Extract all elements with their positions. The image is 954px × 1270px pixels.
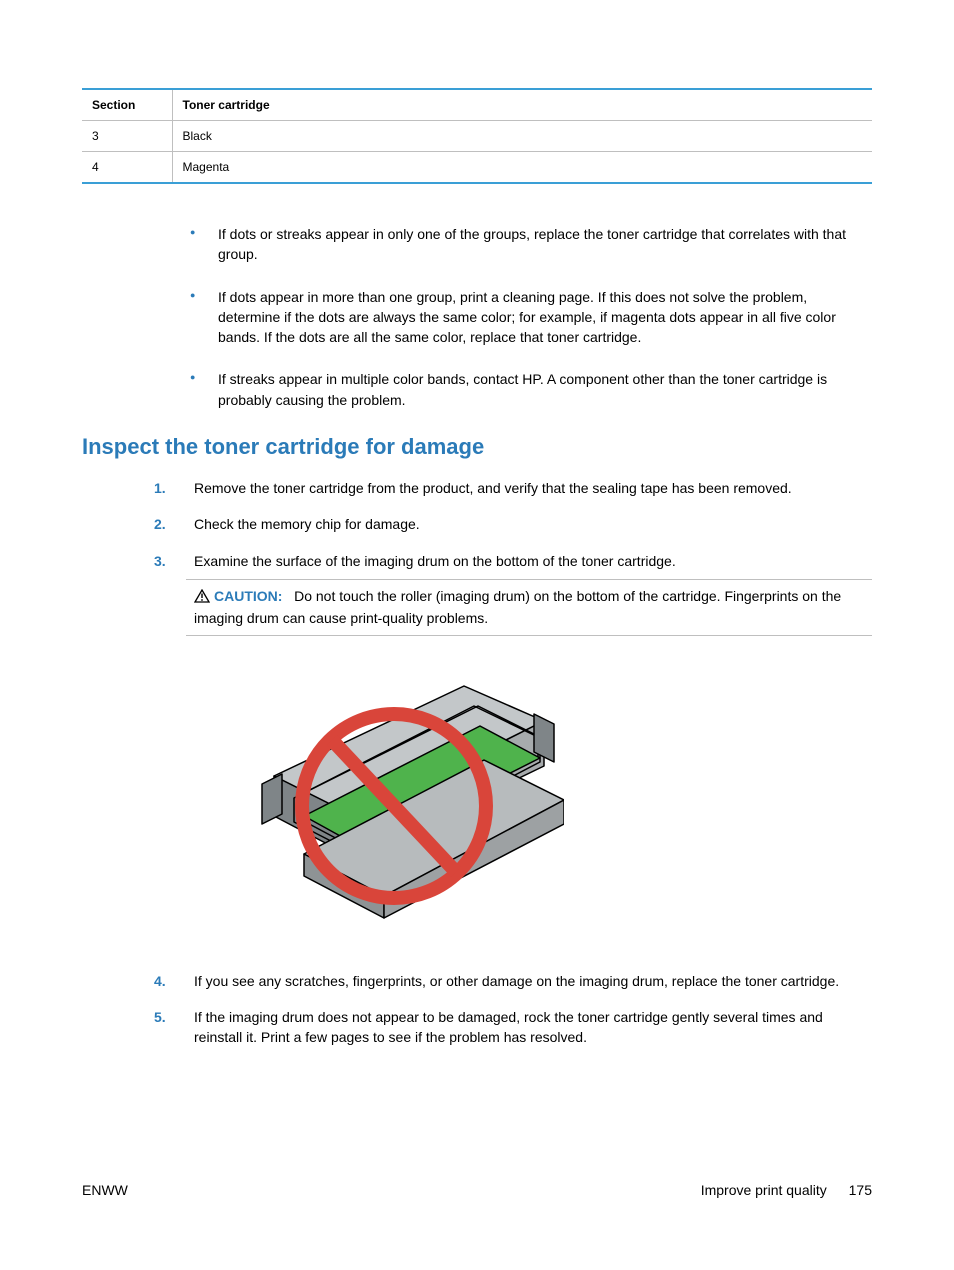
footer-section-label: Improve print quality: [701, 1182, 827, 1198]
step-item: If the imaging drum does not appear to b…: [154, 1007, 872, 1048]
toner-cartridge-figure: [194, 666, 872, 951]
numbered-steps: Remove the toner cartridge from the prod…: [154, 478, 872, 1048]
step-item: Check the memory chip for damage.: [154, 514, 872, 534]
caution-text: Do not touch the roller (imaging drum) o…: [194, 588, 841, 626]
step-text: Examine the surface of the imaging drum …: [194, 553, 676, 569]
step-item: Remove the toner cartridge from the prod…: [154, 478, 872, 498]
table-cell: 4: [82, 152, 172, 184]
bullet-item: If streaks appear in multiple color band…: [190, 369, 872, 410]
section-heading: Inspect the toner cartridge for damage: [82, 434, 872, 460]
page-number: 175: [849, 1182, 872, 1198]
table-cell: Black: [172, 121, 872, 152]
bullet-item: If dots or streaks appear in only one of…: [190, 224, 872, 265]
caution-label: CAUTION:: [214, 588, 282, 604]
footer-right: Improve print quality 175: [701, 1182, 872, 1198]
bullet-list: If dots or streaks appear in only one of…: [190, 224, 872, 410]
table-header-row: Section Toner cartridge: [82, 89, 872, 121]
table-cell: Magenta: [172, 152, 872, 184]
cartridge-table: Section Toner cartridge 3 Black 4 Magent…: [82, 88, 872, 184]
table-cell: 3: [82, 121, 172, 152]
step-item: Examine the surface of the imaging drum …: [154, 551, 872, 951]
table-row: 4 Magenta: [82, 152, 872, 184]
table-header-cartridge: Toner cartridge: [172, 89, 872, 121]
page-footer: ENWW Improve print quality 175: [82, 1182, 872, 1198]
caution-box: CAUTION: Do not touch the roller (imagin…: [186, 579, 872, 636]
table-header-section: Section: [82, 89, 172, 121]
table-row: 3 Black: [82, 121, 872, 152]
footer-left: ENWW: [82, 1182, 128, 1198]
step-item: If you see any scratches, fingerprints, …: [154, 971, 872, 991]
bullet-item: If dots appear in more than one group, p…: [190, 287, 872, 348]
caution-icon: [194, 588, 210, 608]
page-content: Section Toner cartridge 3 Black 4 Magent…: [82, 88, 872, 1048]
